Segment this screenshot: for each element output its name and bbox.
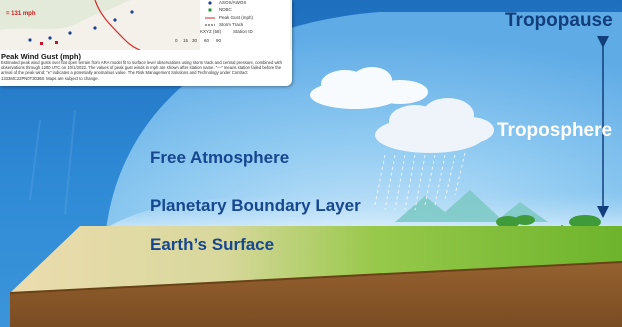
inset-description: Estimated peak wind gusts over flat open… xyxy=(1,60,282,81)
wind-gust-map-inset: = 131 mph ASOS/AWOS NDBC Peak Gust (mph)… xyxy=(0,0,292,86)
tropopause-label: Tropopause xyxy=(505,10,613,31)
legend-peak-gust: Peak Gust (mph) xyxy=(219,15,254,20)
legend-station-code: KXYZ (58) xyxy=(200,29,222,34)
rain-cloud-icon xyxy=(375,98,494,153)
earths-surface-label: Earth’s Surface xyxy=(150,235,275,254)
land-front-soil xyxy=(10,262,622,327)
inset-title: Peak Wind Gust (mph) xyxy=(1,52,81,61)
rain-streaks xyxy=(374,152,466,211)
trees xyxy=(496,215,601,229)
boundary-layer-haze xyxy=(100,192,622,234)
asos-marker-icon xyxy=(208,1,212,5)
scale-tick-90: 90 xyxy=(216,38,222,43)
land-edge xyxy=(9,261,622,294)
cloud-icon xyxy=(310,67,428,109)
planetary-boundary-layer-label: Planetary Boundary Layer xyxy=(150,196,361,215)
legend-station-id: Station ID xyxy=(233,29,253,34)
scale-tick-60: 60 xyxy=(204,38,210,43)
legend-storm-track: Storm Track xyxy=(219,22,244,27)
scale-tick-15: 15 xyxy=(183,38,189,43)
land-top xyxy=(10,226,622,293)
mountains xyxy=(395,190,548,222)
free-atmosphere-label: Free Atmosphere xyxy=(150,148,290,167)
ndbc-marker-icon xyxy=(208,8,212,12)
legend-asos: ASOS/AWOS xyxy=(219,0,247,5)
troposphere-label: Troposphere xyxy=(497,120,613,141)
scale-tick-30: 30 xyxy=(192,38,198,43)
legend-ndbc: NDBC xyxy=(219,7,232,12)
scale-tick-0: 0 xyxy=(175,38,178,43)
max-gust-badge: = 131 mph xyxy=(6,11,36,17)
map-graphic xyxy=(0,0,292,50)
